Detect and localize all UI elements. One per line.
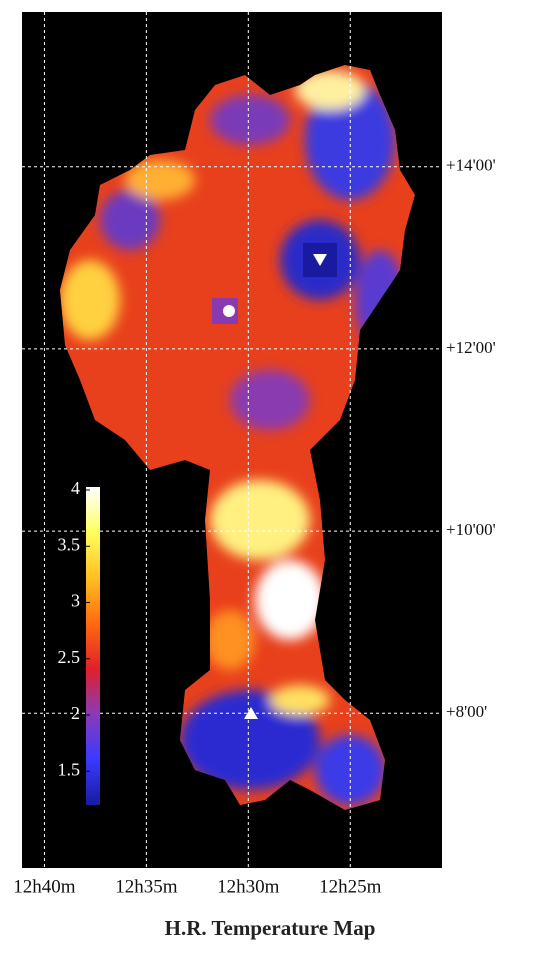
y-tick-label: +14'00' bbox=[446, 156, 496, 175]
x-tick-label: 12h25m bbox=[319, 876, 382, 897]
grid bbox=[22, 12, 442, 868]
marker-circle bbox=[223, 305, 235, 317]
x-tick-label: 12h35m bbox=[115, 876, 178, 897]
colorbar-tick-label: 2.5 bbox=[58, 647, 81, 667]
colorbar-tick-label: 1.5 bbox=[58, 759, 81, 779]
colorbar bbox=[86, 487, 100, 805]
colorbar-tick-label: 4 bbox=[71, 478, 80, 498]
colorbar-tick-label: 3 bbox=[71, 591, 80, 611]
y-tick-label: +12'00' bbox=[446, 338, 496, 357]
y-tick-label: +10'00' bbox=[446, 520, 496, 539]
marker-triangle-down bbox=[313, 254, 327, 266]
colorbar-tick-label: 3.5 bbox=[58, 534, 81, 554]
x-tick-label: 12h40m bbox=[13, 876, 76, 897]
x-tick-label: 12h30m bbox=[217, 876, 280, 897]
figure-title: H.R. Temperature Map bbox=[165, 916, 376, 940]
y-tick-label: +8'00' bbox=[446, 702, 487, 721]
colorbar-tick-label: 2 bbox=[71, 703, 80, 723]
